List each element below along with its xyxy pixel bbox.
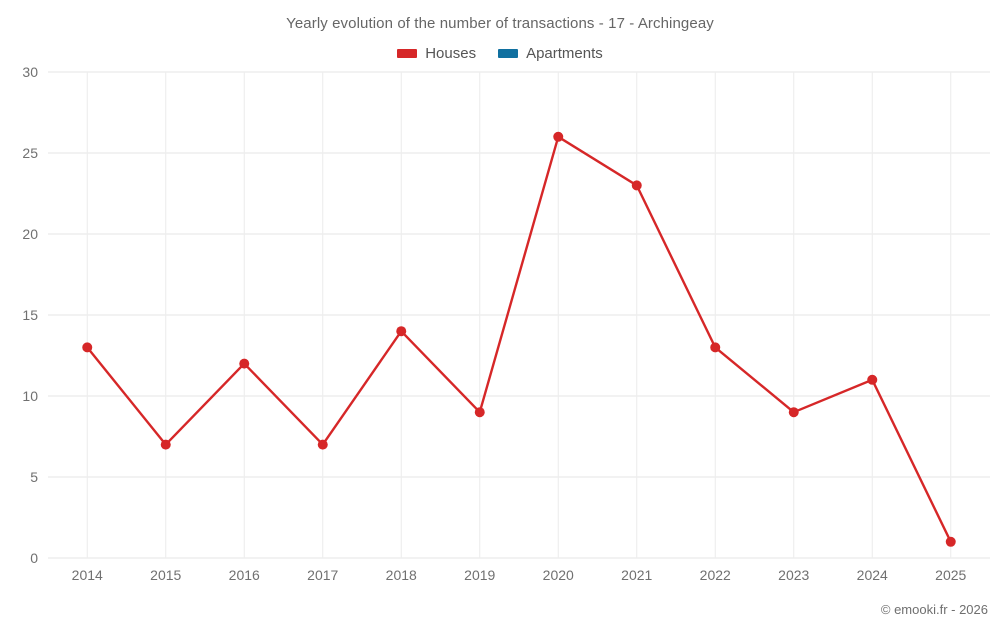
legend-label-houses: Houses	[425, 45, 477, 62]
y-axis-tick-label: 15	[22, 307, 38, 323]
legend-item-houses[interactable]: Houses	[397, 45, 476, 62]
data-point-marker[interactable]	[396, 326, 407, 337]
data-point-marker[interactable]	[474, 407, 485, 418]
data-point-marker[interactable]	[631, 180, 642, 191]
x-axis-ticks: 2014 2015 2016 2017 2018 2019 2020 2021 2022 2023…	[72, 567, 967, 583]
data-point-marker[interactable]	[867, 374, 878, 385]
y-axis-tick-label: 20	[22, 226, 38, 242]
y-axis-tick-label: 25	[22, 145, 38, 161]
data-point-marker[interactable]	[710, 342, 721, 353]
data-point-marker[interactable]	[788, 407, 799, 418]
data-point-marker[interactable]	[160, 439, 171, 450]
x-axis-tick-label: 2019	[464, 567, 495, 583]
x-axis-tick-label: 2016	[229, 567, 260, 583]
data-point-marker[interactable]	[553, 131, 564, 142]
data-point-marker[interactable]	[945, 536, 956, 547]
data-point-marker[interactable]	[239, 358, 250, 369]
x-axis-tick-label: 2015	[150, 567, 181, 583]
series-line-houses	[86, 135, 952, 543]
x-axis-tick-label: 2014	[72, 567, 103, 583]
chart-legend: Houses Apartments	[0, 45, 1000, 62]
y-axis-tick-label: 30	[22, 64, 38, 80]
x-axis-tick-label: 2017	[307, 567, 338, 583]
series-houses	[86, 135, 952, 543]
y-axis-ticks: 0 5 10 15 20 25 30	[22, 64, 38, 566]
y-axis-tick-label: 0	[30, 550, 38, 566]
y-axis-tick-label: 10	[22, 388, 38, 404]
x-axis-tick-label: 2021	[621, 567, 652, 583]
legend-label-apartments: Apartments	[526, 45, 603, 62]
x-axis-tick-label: 2024	[857, 567, 888, 583]
x-axis-tick-label: 2022	[700, 567, 731, 583]
data-point-markers	[82, 131, 956, 547]
grid-lines	[48, 71, 990, 559]
x-axis-tick-label: 2023	[778, 567, 809, 583]
footer-credit: © emooki.fr - 2026	[880, 602, 988, 617]
data-point-marker[interactable]	[82, 342, 93, 353]
x-axis-tick-label: 2020	[543, 567, 574, 583]
x-axis-tick-label: 2018	[386, 567, 417, 583]
x-axis-tick-label: 2025	[935, 567, 966, 583]
legend-swatch-apartments	[498, 49, 519, 58]
legend-swatch-houses	[397, 49, 418, 58]
legend-item-apartments[interactable]: Apartments	[498, 45, 603, 62]
y-axis-tick-label: 5	[30, 469, 38, 485]
chart-title: Yearly evolution of the number of transa…	[286, 15, 714, 32]
data-point-marker[interactable]	[317, 439, 328, 450]
